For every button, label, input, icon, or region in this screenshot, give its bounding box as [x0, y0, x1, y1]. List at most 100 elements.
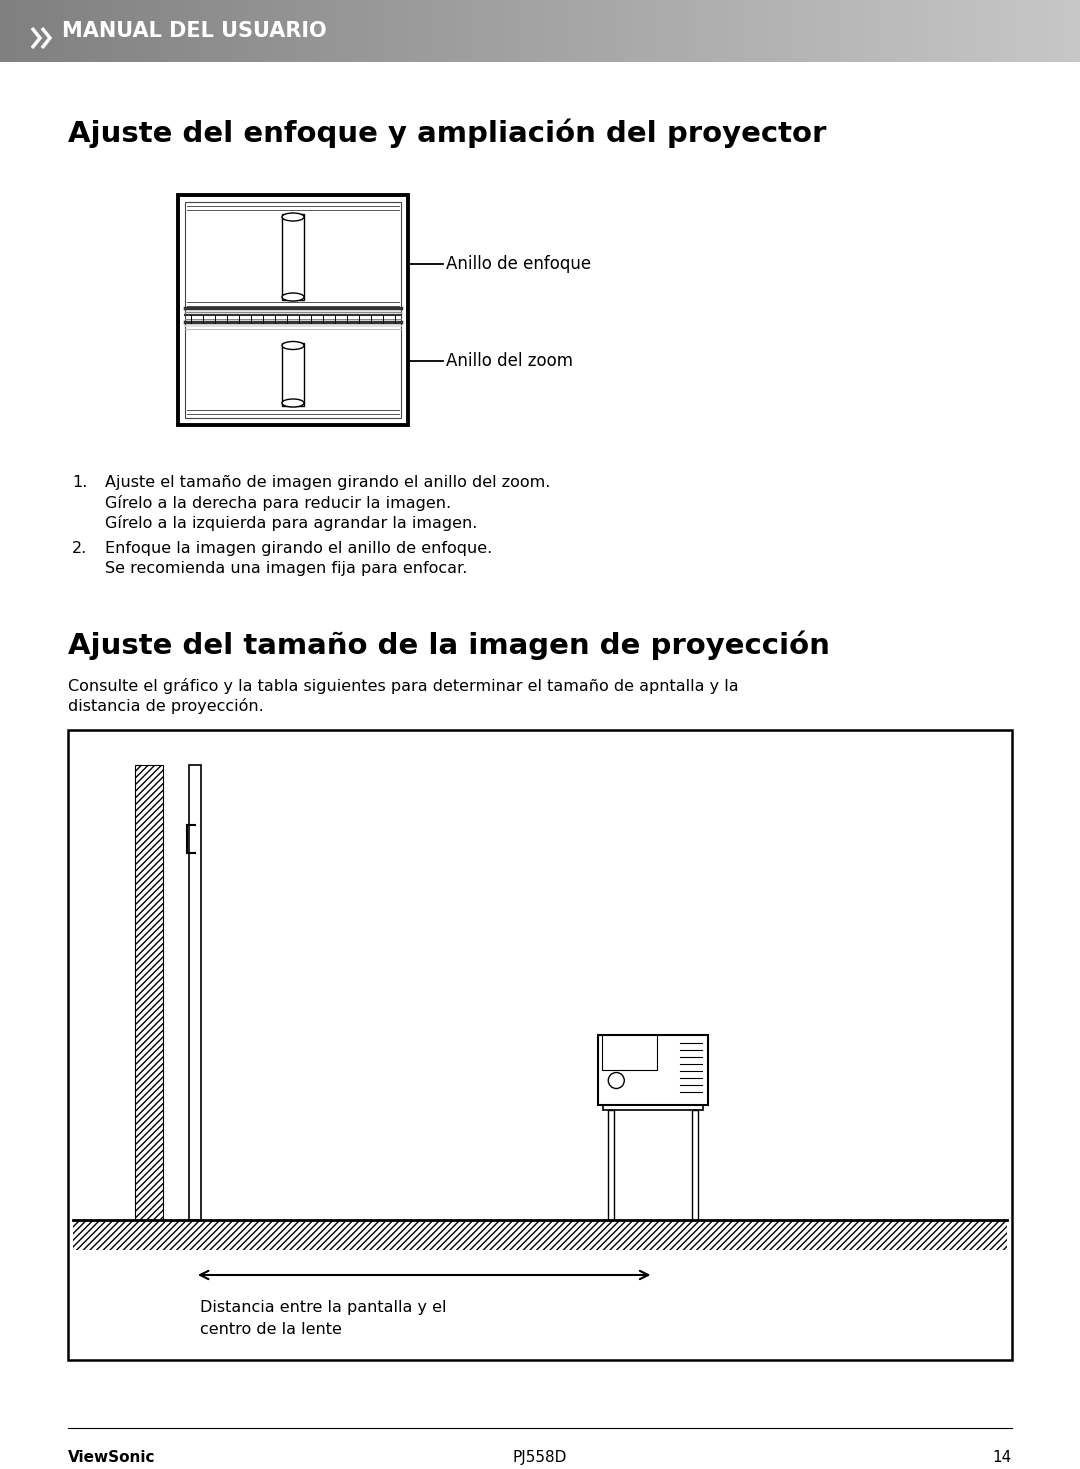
Bar — [837, 0, 842, 62]
Text: centro de la lente: centro de la lente — [200, 1322, 342, 1337]
Bar — [1053, 0, 1058, 62]
Text: Gírelo a la derecha para reducir la imagen.: Gírelo a la derecha para reducir la imag… — [105, 495, 451, 511]
Bar — [604, 1105, 703, 1111]
Bar — [918, 0, 923, 62]
Bar — [745, 0, 751, 62]
Bar — [545, 0, 551, 62]
Bar — [518, 0, 524, 62]
Bar — [1026, 0, 1031, 62]
Bar — [1010, 0, 1015, 62]
Bar — [68, 730, 1012, 1360]
Bar — [1075, 0, 1080, 62]
Bar — [610, 0, 616, 62]
Bar — [140, 0, 146, 62]
Bar — [869, 0, 875, 62]
Bar — [173, 0, 178, 62]
Bar — [97, 0, 103, 62]
Bar — [238, 0, 243, 62]
Bar — [616, 0, 621, 62]
Bar — [832, 0, 837, 62]
Bar — [443, 0, 448, 62]
Bar — [27, 0, 32, 62]
Bar — [308, 0, 313, 62]
Ellipse shape — [282, 341, 303, 350]
Bar — [794, 0, 799, 62]
Ellipse shape — [282, 292, 303, 301]
Bar — [108, 0, 113, 62]
Bar — [608, 1111, 615, 1219]
Bar — [583, 0, 589, 62]
Bar — [589, 0, 594, 62]
Bar — [59, 0, 65, 62]
Bar — [961, 0, 967, 62]
Bar — [1048, 0, 1053, 62]
Bar — [65, 0, 70, 62]
Text: Enfoque la imagen girando el anillo de enfoque.: Enfoque la imagen girando el anillo de e… — [105, 541, 492, 555]
Bar — [205, 0, 211, 62]
Bar — [259, 0, 265, 62]
Bar — [211, 0, 216, 62]
Bar — [707, 0, 713, 62]
Bar — [367, 0, 373, 62]
Bar — [313, 0, 319, 62]
Bar — [513, 0, 518, 62]
Bar — [670, 0, 675, 62]
Bar — [22, 0, 27, 62]
Bar — [248, 0, 254, 62]
Bar — [346, 0, 351, 62]
Bar — [335, 0, 340, 62]
Bar — [497, 0, 502, 62]
Bar — [680, 0, 686, 62]
Text: ViewSonic: ViewSonic — [68, 1450, 156, 1465]
Bar — [416, 0, 421, 62]
Text: Consulte el gráfico y la tabla siguientes para determinar el tamaño de apntalla : Consulte el gráfico y la tabla siguiente… — [68, 679, 739, 693]
Text: MANUAL DEL USUARIO: MANUAL DEL USUARIO — [62, 21, 326, 41]
Bar — [508, 0, 513, 62]
Bar — [988, 0, 994, 62]
Bar — [653, 0, 659, 62]
Bar — [702, 0, 707, 62]
Bar — [875, 0, 880, 62]
Bar — [713, 0, 718, 62]
Bar — [54, 0, 59, 62]
Bar — [556, 0, 562, 62]
Text: PJ558D: PJ558D — [513, 1450, 567, 1465]
Bar — [751, 0, 756, 62]
Bar — [243, 0, 248, 62]
Bar — [389, 0, 394, 62]
Bar — [297, 0, 302, 62]
Bar — [286, 0, 292, 62]
Bar — [221, 0, 227, 62]
Bar — [902, 0, 907, 62]
Bar — [70, 0, 76, 62]
Bar — [1058, 0, 1064, 62]
Bar — [227, 0, 232, 62]
Bar — [562, 0, 567, 62]
Bar — [740, 0, 745, 62]
Bar — [265, 0, 270, 62]
Bar — [842, 0, 848, 62]
Bar — [772, 0, 778, 62]
Bar — [282, 342, 303, 405]
Bar — [383, 0, 389, 62]
Bar — [659, 0, 664, 62]
Bar — [394, 0, 400, 62]
Bar — [524, 0, 529, 62]
Bar — [594, 0, 599, 62]
Bar — [598, 1036, 708, 1105]
Bar — [529, 0, 535, 62]
Bar — [49, 0, 54, 62]
Bar — [329, 0, 335, 62]
Bar — [135, 765, 163, 1219]
Bar — [697, 0, 702, 62]
Bar — [535, 0, 540, 62]
Bar — [32, 0, 38, 62]
Bar — [788, 0, 794, 62]
Bar — [1021, 0, 1026, 62]
Bar — [999, 0, 1004, 62]
Bar — [578, 0, 583, 62]
Bar — [194, 0, 200, 62]
Bar — [124, 0, 130, 62]
Bar — [421, 0, 427, 62]
Ellipse shape — [282, 213, 303, 220]
